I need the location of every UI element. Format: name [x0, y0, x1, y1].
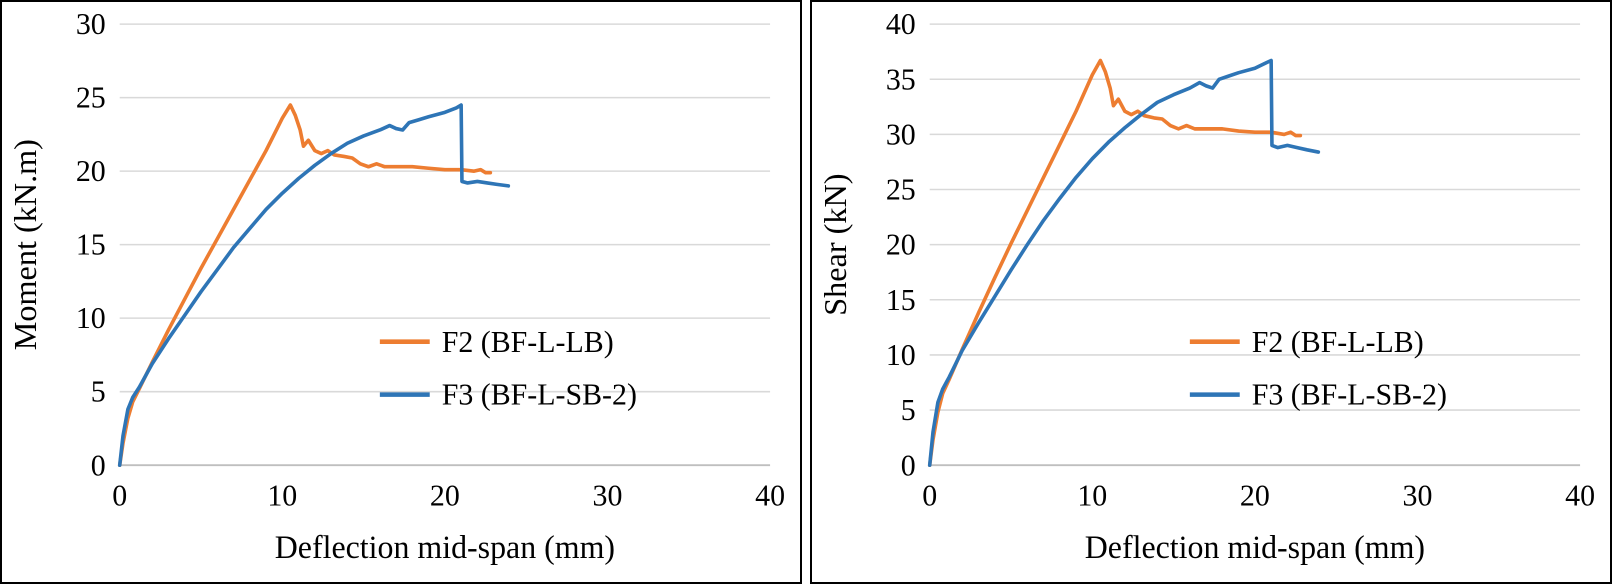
gridlines: [119, 23, 771, 393]
y-tick-label: 30: [76, 7, 106, 41]
x-tick-label: 30: [1403, 478, 1433, 512]
y-axis-title: Moment (kN.m): [7, 139, 43, 350]
y-tick-label: 30: [886, 117, 916, 151]
legend-label: F2 (BF-L-LB): [442, 325, 614, 359]
y-tick-label: 25: [76, 81, 106, 115]
shear-chart-panel: 0 5 10 15 20 25 30 35 40 0 10 20 30 40 Shear (kN) Defle…: [810, 0, 1612, 584]
x-tick-label: 0: [922, 478, 937, 512]
y-tick-label: 5: [91, 375, 106, 409]
series-line: [117, 103, 493, 468]
y-tick-label: 10: [886, 338, 916, 372]
x-tick-label: 10: [1077, 478, 1107, 512]
y-axis-title: Shear (kN): [817, 174, 853, 316]
y-tick-label: 25: [886, 172, 916, 206]
x-tick-label: 40: [755, 478, 785, 512]
series-line: [927, 58, 1321, 468]
x-tick-label: 0: [112, 478, 127, 512]
moment-chart-panel: 0 5 10 15 20 25 30 0 10 20 30 40 Moment (kN.m) Deflec…: [0, 0, 802, 584]
x-tick-label: 20: [430, 478, 460, 512]
x-tick-label: 20: [1240, 478, 1270, 512]
legend-label: F3 (BF-L-SB-2): [442, 378, 637, 412]
y-tick-label: 40: [886, 7, 916, 41]
y-tick-label: 15: [76, 228, 106, 262]
x-tick-label: 30: [593, 478, 623, 512]
y-tick-label: 20: [76, 154, 106, 188]
x-axis-title: Deflection mid-span (mm): [275, 529, 615, 565]
legend-label: F2 (BF-L-LB): [1252, 325, 1424, 359]
gridlines: [929, 23, 1581, 411]
moment-chart: 0 5 10 15 20 25 30 0 10 20 30 40 Moment (kN.m) Deflec…: [7, 7, 785, 565]
series-line: [927, 58, 1303, 468]
y-tick-label: 5: [901, 393, 916, 427]
legend-label: F3 (BF-L-SB-2): [1252, 378, 1447, 412]
shear-chart: 0 5 10 15 20 25 30 35 40 0 10 20 30 40 Shear (kN) Defle…: [817, 7, 1595, 565]
y-tick-label: 10: [76, 301, 106, 335]
x-tick-label: 10: [267, 478, 297, 512]
x-tick-label: 40: [1565, 478, 1595, 512]
y-tick-label: 15: [886, 283, 916, 317]
y-tick-label: 0: [91, 448, 106, 482]
x-axis-title: Deflection mid-span (mm): [1085, 529, 1425, 565]
series-line: [117, 103, 511, 468]
y-tick-label: 0: [901, 448, 916, 482]
y-tick-label: 20: [886, 228, 916, 262]
y-tick-label: 35: [886, 62, 916, 96]
